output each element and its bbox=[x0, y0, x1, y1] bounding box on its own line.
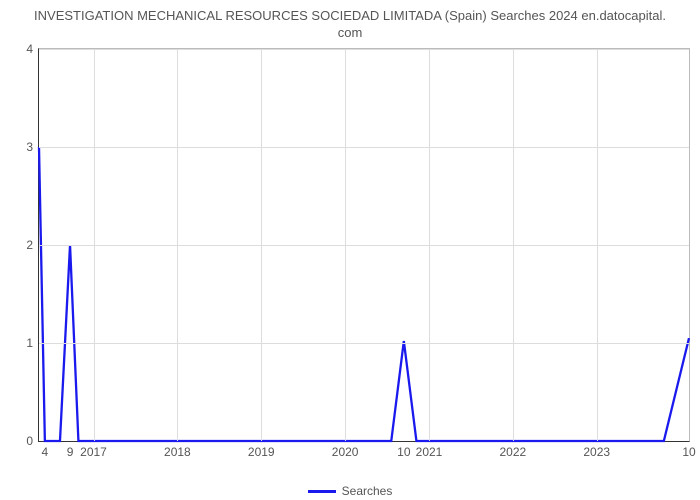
legend: Searches bbox=[0, 484, 700, 498]
title-line2: com bbox=[338, 25, 363, 40]
legend-swatch bbox=[308, 490, 336, 493]
legend-label: Searches bbox=[342, 484, 393, 498]
xtick-label: 2023 bbox=[583, 441, 610, 459]
series-line bbox=[39, 147, 689, 441]
gridline-v bbox=[177, 49, 178, 441]
gridline-v bbox=[597, 49, 598, 441]
xtick-label: 2020 bbox=[332, 441, 359, 459]
gridline-h bbox=[39, 245, 689, 246]
gridline-v bbox=[94, 49, 95, 441]
ytick-label: 0 bbox=[26, 434, 39, 448]
data-point-label: 4 bbox=[42, 441, 49, 459]
ytick-label: 1 bbox=[26, 336, 39, 350]
ytick-label: 3 bbox=[26, 140, 39, 154]
chart-title: INVESTIGATION MECHANICAL RESOURCES SOCIE… bbox=[0, 0, 700, 42]
data-point-label: 10 bbox=[397, 441, 410, 459]
chart-container: INVESTIGATION MECHANICAL RESOURCES SOCIE… bbox=[0, 0, 700, 500]
gridline-v bbox=[345, 49, 346, 441]
ytick-label: 4 bbox=[26, 42, 39, 56]
ytick-label: 2 bbox=[26, 238, 39, 252]
xtick-label: 2019 bbox=[248, 441, 275, 459]
xtick-label: 2017 bbox=[80, 441, 107, 459]
gridline-v bbox=[513, 49, 514, 441]
title-line1: INVESTIGATION MECHANICAL RESOURCES SOCIE… bbox=[34, 8, 666, 23]
gridline-h bbox=[39, 147, 689, 148]
gridline-v bbox=[261, 49, 262, 441]
data-point-label: 10 bbox=[682, 441, 695, 459]
xtick-label: 2018 bbox=[164, 441, 191, 459]
xtick-label: 2021 bbox=[416, 441, 443, 459]
gridline-v bbox=[429, 49, 430, 441]
xtick-label: 2022 bbox=[500, 441, 527, 459]
gridline-h bbox=[39, 343, 689, 344]
plot-area: 012342017201820192020202120222023491010 bbox=[38, 48, 690, 442]
gridline-h bbox=[39, 49, 689, 50]
data-point-label: 9 bbox=[67, 441, 74, 459]
